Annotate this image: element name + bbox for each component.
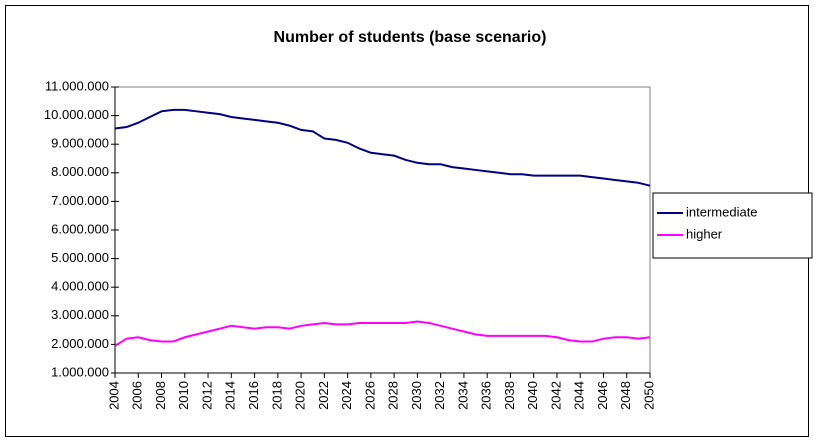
x-tick-label: 2008 — [153, 381, 168, 410]
legend-label: higher — [686, 226, 723, 241]
x-tick-label: 2026 — [362, 381, 377, 410]
y-tick-label: 6.000.000 — [51, 221, 109, 236]
y-tick-label: 7.000.000 — [51, 193, 109, 208]
x-tick-label: 2018 — [269, 381, 284, 410]
x-tick-label: 2012 — [199, 381, 214, 410]
series-line — [114, 108, 651, 187]
x-tick-label: 2048 — [618, 381, 633, 410]
x-tick-label: 2034 — [455, 381, 470, 410]
x-tick-label: 2046 — [595, 381, 610, 410]
legend-box — [652, 192, 813, 259]
y-tick-label: 11.000.000 — [45, 78, 109, 93]
plot-area — [114, 86, 651, 374]
x-tick-label: 2022 — [316, 381, 331, 410]
y-tick-label: 9.000.000 — [51, 136, 109, 151]
x-tick-label: 2006 — [130, 381, 145, 410]
x-tick-label: 2044 — [572, 381, 587, 410]
y-tick-label: 4.000.000 — [51, 279, 109, 294]
y-tick-label: 3.000.000 — [51, 307, 109, 322]
x-tick-label: 2010 — [176, 381, 191, 410]
x-tick-label: 2040 — [525, 381, 540, 410]
x-tick-label: 2016 — [246, 381, 261, 410]
y-tick-label: 8.000.000 — [51, 164, 109, 179]
x-tick-label: 2028 — [386, 381, 401, 410]
x-tick-label: 2004 — [106, 381, 121, 410]
chart-title: Number of students (base scenario) — [274, 29, 547, 46]
x-tick-label: 2014 — [223, 381, 238, 410]
x-tick-label: 2050 — [641, 381, 656, 410]
x-tick-label: 2042 — [548, 381, 563, 410]
y-tick-label: 10.000.000 — [44, 107, 109, 122]
y-tick-label: 1.000.000 — [51, 364, 109, 379]
x-tick-label: 2024 — [339, 381, 354, 410]
x-tick-label: 2030 — [409, 381, 424, 410]
legend-label: intermediate — [686, 204, 758, 219]
x-tick-label: 2036 — [479, 381, 494, 410]
y-tick-label: 5.000.000 — [51, 250, 109, 265]
y-tick-label: 2.000.000 — [51, 336, 109, 351]
x-tick-label: 2020 — [293, 381, 308, 410]
x-tick-label: 2038 — [502, 381, 517, 410]
series-line — [114, 320, 651, 347]
x-tick-label: 2032 — [432, 381, 447, 410]
